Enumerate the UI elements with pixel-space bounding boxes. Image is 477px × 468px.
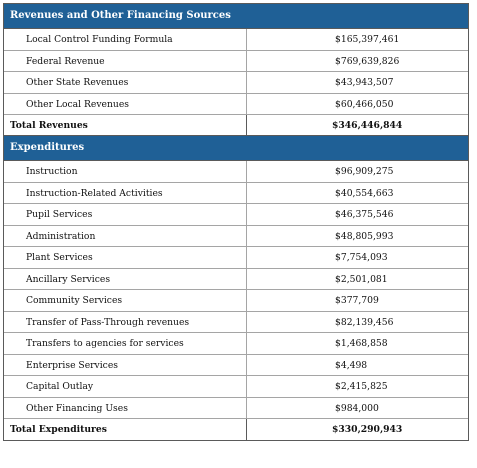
row-label: Federal Revenue bbox=[4, 50, 247, 71]
row-value: $46,375,546 bbox=[335, 209, 394, 220]
row-value: $7,754,093 bbox=[335, 252, 388, 263]
row-label: Ancillary Services bbox=[4, 268, 247, 289]
row-label: Administration bbox=[4, 225, 247, 246]
row-label: Other State Revenues bbox=[4, 72, 247, 93]
row-label: Enterprise Services bbox=[4, 354, 247, 375]
row-value: $2,501,081 bbox=[335, 273, 388, 285]
row-value: $165,397,461 bbox=[335, 34, 400, 45]
row-value: $40,554,663 bbox=[335, 187, 394, 199]
table-row: Ancillary Services $2,501,081 bbox=[4, 268, 468, 290]
row-value: $377,709 bbox=[335, 295, 379, 306]
budget-table: Revenues and Other Financing Sources Loc… bbox=[3, 3, 469, 441]
table-row: Instruction-Related Activities $40,554,6… bbox=[4, 182, 468, 204]
table-row: Plant Services $7,754,093 bbox=[4, 247, 468, 269]
total-label: Total Revenues bbox=[4, 115, 247, 135]
total-value: $346,446,844 bbox=[332, 120, 403, 131]
row-value: $43,943,507 bbox=[335, 77, 394, 88]
row-value: $984,000 bbox=[335, 402, 379, 414]
row-label: Transfers to agencies for services bbox=[4, 333, 247, 354]
row-label: Capital Outlay bbox=[4, 376, 247, 397]
total-revenues-row: Total Revenues $346,446,844 bbox=[4, 115, 468, 136]
table-row: Other Local Revenues $60,466,050 bbox=[4, 93, 468, 115]
total-value: $330,290,943 bbox=[332, 424, 403, 435]
table-row: Other Financing Uses $984,000 bbox=[4, 397, 468, 419]
row-label: Community Services bbox=[4, 290, 247, 311]
row-value: $1,468,858 bbox=[335, 338, 388, 349]
row-value: $2,415,825 bbox=[335, 381, 388, 392]
table-row: Pupil Services $46,375,546 bbox=[4, 204, 468, 226]
row-value: $48,805,993 bbox=[335, 230, 394, 242]
expenditures-section-header: Expenditures bbox=[4, 136, 468, 161]
row-label: Instruction-Related Activities bbox=[4, 182, 247, 203]
row-value: $82,139,456 bbox=[335, 316, 394, 328]
total-expenditures-row: Total Expenditures $330,290,943 bbox=[4, 419, 468, 440]
table-row: Transfers to agencies for services $1,46… bbox=[4, 333, 468, 355]
table-row: Community Services $377,709 bbox=[4, 290, 468, 312]
table-row: Transfer of Pass-Through revenues $82,13… bbox=[4, 311, 468, 333]
row-label: Other Financing Uses bbox=[4, 397, 247, 418]
row-label: Pupil Services bbox=[4, 204, 247, 225]
revenues-section-header: Revenues and Other Financing Sources bbox=[4, 4, 468, 29]
row-value: $4,498 bbox=[335, 359, 368, 371]
row-label: Other Local Revenues bbox=[4, 93, 247, 114]
row-value: $96,909,275 bbox=[335, 166, 394, 177]
row-label: Local Control Funding Formula bbox=[4, 29, 247, 50]
table-row: Instruction $96,909,275 bbox=[4, 161, 468, 183]
row-label: Instruction bbox=[4, 161, 247, 182]
row-value: $769,639,826 bbox=[335, 55, 400, 67]
table-row: Enterprise Services $4,498 bbox=[4, 354, 468, 376]
table-row: Capital Outlay $2,415,825 bbox=[4, 376, 468, 398]
row-value: $60,466,050 bbox=[335, 98, 394, 110]
row-label: Transfer of Pass-Through revenues bbox=[4, 311, 247, 332]
table-row: Other State Revenues $43,943,507 bbox=[4, 72, 468, 94]
table-row: Federal Revenue $769,639,826 bbox=[4, 50, 468, 72]
total-label: Total Expenditures bbox=[4, 419, 247, 440]
table-row: Administration $48,805,993 bbox=[4, 225, 468, 247]
row-label: Plant Services bbox=[4, 247, 247, 268]
table-row: Local Control Funding Formula $165,397,4… bbox=[4, 29, 468, 51]
